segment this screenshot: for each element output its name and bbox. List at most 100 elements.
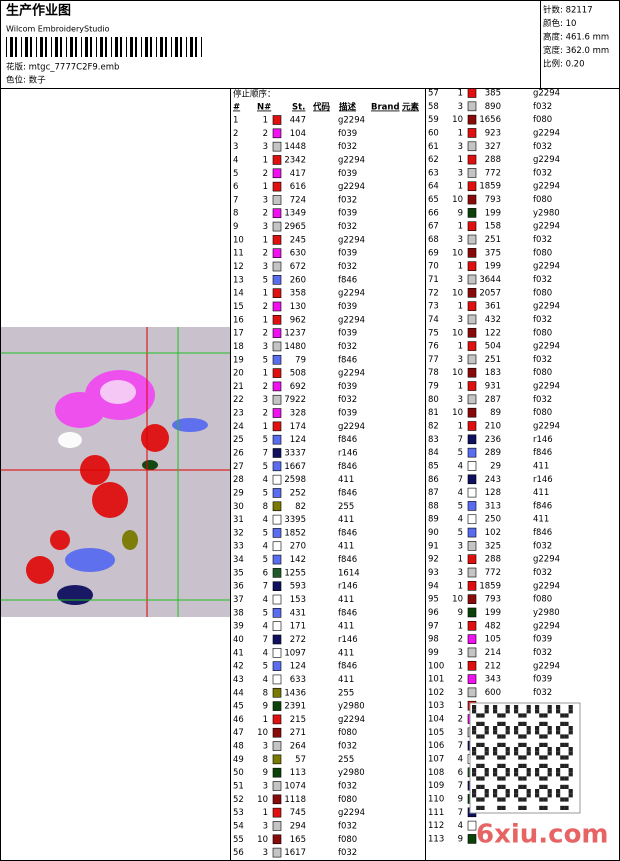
row-number: 42 xyxy=(233,662,244,672)
color-swatch xyxy=(272,741,282,751)
color-swatch xyxy=(272,408,282,418)
color-swatch xyxy=(467,314,477,325)
color-swatch xyxy=(272,594,282,605)
color-swatch xyxy=(272,514,282,525)
stitches: 252 xyxy=(290,488,306,498)
color-swatch xyxy=(467,434,477,445)
needle: 4 xyxy=(458,515,463,525)
qr-cell xyxy=(568,793,573,798)
bar-stripe xyxy=(85,37,88,57)
qr-cell xyxy=(476,734,481,739)
row-number: 113 xyxy=(428,834,444,844)
row-number: 33 xyxy=(233,542,244,552)
stitches: 251 xyxy=(485,235,501,245)
design-name: 花版: mtgc_7777C2F9.emb xyxy=(6,62,119,73)
row-number: 88 xyxy=(428,501,439,511)
row-number: 71 xyxy=(428,275,439,285)
qr-cell xyxy=(501,721,506,726)
bar-stripe xyxy=(60,37,62,57)
thread-code: f032 xyxy=(533,275,552,285)
qr-cell xyxy=(543,721,548,726)
needle: 1 xyxy=(458,621,463,631)
needle: 1 xyxy=(263,289,268,299)
needle: 4 xyxy=(263,675,268,685)
column-header: 元素 xyxy=(402,102,420,113)
color-swatch xyxy=(467,620,477,631)
row-number: 49 xyxy=(233,755,244,765)
needle: 2 xyxy=(458,675,463,685)
thread-code: 255 xyxy=(338,502,354,512)
stitches: 199 xyxy=(485,608,501,618)
row-number: 89 xyxy=(428,515,439,525)
color-swatch xyxy=(467,88,477,98)
qr-cell xyxy=(568,705,573,710)
row-number: 44 xyxy=(233,688,244,698)
needle: 3 xyxy=(263,782,268,792)
needle: 4 xyxy=(263,648,268,658)
thread-code: y2980 xyxy=(533,608,560,618)
stitches: 272 xyxy=(290,635,306,645)
qr-cell xyxy=(535,789,540,794)
qr-cell xyxy=(501,713,506,718)
color-swatch xyxy=(272,354,282,365)
thread-code: f032 xyxy=(338,142,357,152)
qr-cell xyxy=(476,805,481,810)
qr-cell xyxy=(472,747,477,752)
thread-code: f032 xyxy=(533,648,552,658)
thread-code: g2294 xyxy=(533,128,560,138)
color-swatch xyxy=(272,767,282,778)
table-caption: 停止顺序： xyxy=(233,89,276,100)
stitches: 313 xyxy=(485,501,501,511)
row-number: 23 xyxy=(233,409,244,419)
needle: 1 xyxy=(263,182,268,192)
row-number: 97 xyxy=(428,621,439,631)
qr-cell xyxy=(518,713,523,718)
needle: 5 xyxy=(458,528,463,538)
qr-cell xyxy=(497,797,502,802)
qr-cell xyxy=(514,747,519,752)
needle: 10 xyxy=(452,195,463,205)
thread-code: g2294 xyxy=(338,116,365,126)
qr-cell xyxy=(480,776,485,781)
needle: 3 xyxy=(458,142,463,152)
thread-code: 411 xyxy=(533,515,549,525)
needle: 1 xyxy=(458,262,463,272)
color-swatch xyxy=(272,781,282,791)
qr-cell xyxy=(501,797,506,802)
color-swatch xyxy=(467,447,477,458)
row-number: 51 xyxy=(233,782,244,792)
qr-cell xyxy=(526,751,531,756)
needle: 5 xyxy=(263,528,268,538)
row-number: 19 xyxy=(233,355,244,365)
qr-cell xyxy=(484,793,489,798)
row-number: 87 xyxy=(428,488,439,498)
thread-code: g2294 xyxy=(338,715,365,725)
qr-cell xyxy=(505,709,510,714)
row-number: 37 xyxy=(233,595,244,605)
needle: 10 xyxy=(257,835,268,845)
bar-stripe xyxy=(30,37,32,57)
needle: 10 xyxy=(257,728,268,738)
thread-code: f039 xyxy=(533,675,552,685)
thread-code: 411 xyxy=(338,622,354,632)
stitches: 82 xyxy=(295,502,306,512)
color-swatch xyxy=(272,195,282,205)
stitches: 385 xyxy=(485,89,501,99)
qr-cell xyxy=(522,734,527,739)
stitches: 327 xyxy=(485,142,501,152)
row-number: 85 xyxy=(428,461,439,471)
qr-cell xyxy=(535,772,540,777)
thread-code: f032 xyxy=(338,195,357,205)
column-header: St. xyxy=(292,103,305,113)
qr-cell xyxy=(539,763,544,768)
bar-stripe xyxy=(6,37,7,57)
thread-code: f032 xyxy=(338,262,357,272)
thread-code: 411 xyxy=(338,595,354,605)
thread-code: f032 xyxy=(338,342,357,352)
bar-stripe xyxy=(145,37,148,57)
thread-code: f032 xyxy=(533,315,552,325)
title: 生产作业图 xyxy=(6,3,71,19)
thread-code: g2294 xyxy=(338,808,365,818)
color-swatch xyxy=(272,115,282,125)
color-swatch xyxy=(272,821,282,831)
